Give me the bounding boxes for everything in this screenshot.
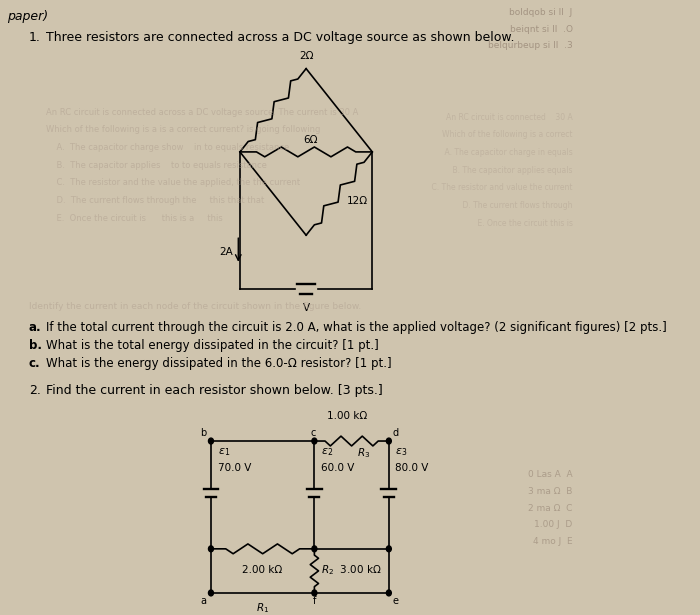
Text: 80.0 V: 80.0 V [395, 462, 429, 472]
Text: 6Ω: 6Ω [303, 135, 318, 145]
Text: d: d [393, 428, 399, 438]
Text: $R_3$: $R_3$ [358, 446, 371, 460]
Text: 2 ma Ω  C: 2 ma Ω C [528, 504, 573, 513]
Text: paper): paper) [6, 10, 48, 23]
Text: A. The capacitor charge in equals: A. The capacitor charge in equals [435, 148, 573, 157]
Text: b.: b. [29, 339, 42, 352]
Circle shape [312, 546, 317, 552]
Text: A.  The capacitor charge show    in to equals resistance: A. The capacitor charge show in to equal… [46, 143, 289, 152]
Circle shape [312, 438, 317, 444]
Text: Find the current in each resistor shown below. [3 pts.]: Find the current in each resistor shown … [46, 384, 382, 397]
Text: $\varepsilon_1$: $\varepsilon_1$ [218, 446, 230, 458]
Text: 1.: 1. [29, 31, 41, 44]
Text: C. The resistor and value the current: C. The resistor and value the current [422, 183, 573, 192]
Text: b: b [201, 428, 206, 438]
Text: B.  The capacitor applies    to to equals resistance: B. The capacitor applies to to equals re… [46, 161, 267, 170]
Text: Which of the following is a correct: Which of the following is a correct [442, 130, 573, 140]
Text: C.  The resistor and the value the applied, the the current: C. The resistor and the value the applie… [46, 178, 300, 188]
Text: a: a [201, 596, 206, 606]
Circle shape [386, 546, 391, 552]
Circle shape [209, 438, 214, 444]
Text: E. Once the circuit this is: E. Once the circuit this is [468, 218, 573, 228]
Text: 0 Las A  A: 0 Las A A [528, 470, 573, 480]
Text: V: V [302, 303, 309, 313]
Text: 3 ma Ω  B: 3 ma Ω B [528, 487, 573, 496]
Text: $\varepsilon_2$: $\varepsilon_2$ [321, 446, 333, 458]
Text: 1.00 kΩ: 1.00 kΩ [328, 411, 368, 421]
Text: e: e [393, 596, 399, 606]
Text: What is the energy dissipated in the 6.0-Ω resistor? [1 pt.]: What is the energy dissipated in the 6.0… [46, 357, 391, 370]
Circle shape [386, 590, 391, 596]
Text: Identify the current in each node of the circuit shown in the figure below.: Identify the current in each node of the… [29, 302, 361, 311]
Text: D.  The current flows through the     this that that: D. The current flows through the this th… [46, 196, 264, 205]
Text: boldqob si II  J: boldqob si II J [510, 8, 573, 17]
Text: What is the total energy dissipated in the circuit? [1 pt.]: What is the total energy dissipated in t… [46, 339, 378, 352]
Text: B. The capacitor applies equals: B. The capacitor applies equals [443, 165, 573, 175]
Text: beiqnt si II  .O: beiqnt si II .O [510, 25, 573, 33]
Text: If the total current through the circuit is 2.0 A, what is the applied voltage? : If the total current through the circuit… [46, 322, 666, 335]
Text: An RC circuit is connected across a DC voltage source. The current is 30 A: An RC circuit is connected across a DC v… [46, 108, 358, 117]
Circle shape [209, 590, 214, 596]
Circle shape [386, 438, 391, 444]
Text: 1.00 J  D: 1.00 J D [534, 520, 573, 530]
Text: a.: a. [29, 322, 41, 335]
Text: 12Ω: 12Ω [346, 196, 368, 206]
Circle shape [209, 546, 214, 552]
Text: An RC circuit is connected    30 A: An RC circuit is connected 30 A [446, 113, 573, 122]
Text: 2Ω: 2Ω [299, 51, 314, 61]
Text: Which of the following is a is a correct current? is going following: Which of the following is a is a correct… [46, 125, 320, 135]
Text: $\varepsilon_3$: $\varepsilon_3$ [395, 446, 407, 458]
Circle shape [312, 590, 317, 596]
Text: c: c [310, 428, 316, 438]
Text: belqurbeup si II  .3: belqurbeup si II .3 [488, 41, 573, 50]
Text: $R_1$: $R_1$ [256, 601, 269, 614]
Text: 70.0 V: 70.0 V [218, 462, 251, 472]
Text: $R_2$  3.00 kΩ: $R_2$ 3.00 kΩ [321, 563, 382, 577]
Text: Three resistors are connected across a DC voltage source as shown below.: Three resistors are connected across a D… [46, 31, 514, 44]
Text: 2.: 2. [29, 384, 41, 397]
Text: c.: c. [29, 357, 41, 370]
Text: E.  Once the circuit is      this is a     this: E. Once the circuit is this is a this [46, 213, 223, 223]
Text: 4 mo J  E: 4 mo J E [533, 537, 573, 546]
Text: 2.00 kΩ: 2.00 kΩ [242, 565, 282, 575]
Text: 60.0 V: 60.0 V [321, 462, 354, 472]
Text: 2A: 2A [220, 247, 233, 257]
Text: f: f [313, 596, 316, 606]
Text: D. The current flows through: D. The current flows through [453, 201, 573, 210]
